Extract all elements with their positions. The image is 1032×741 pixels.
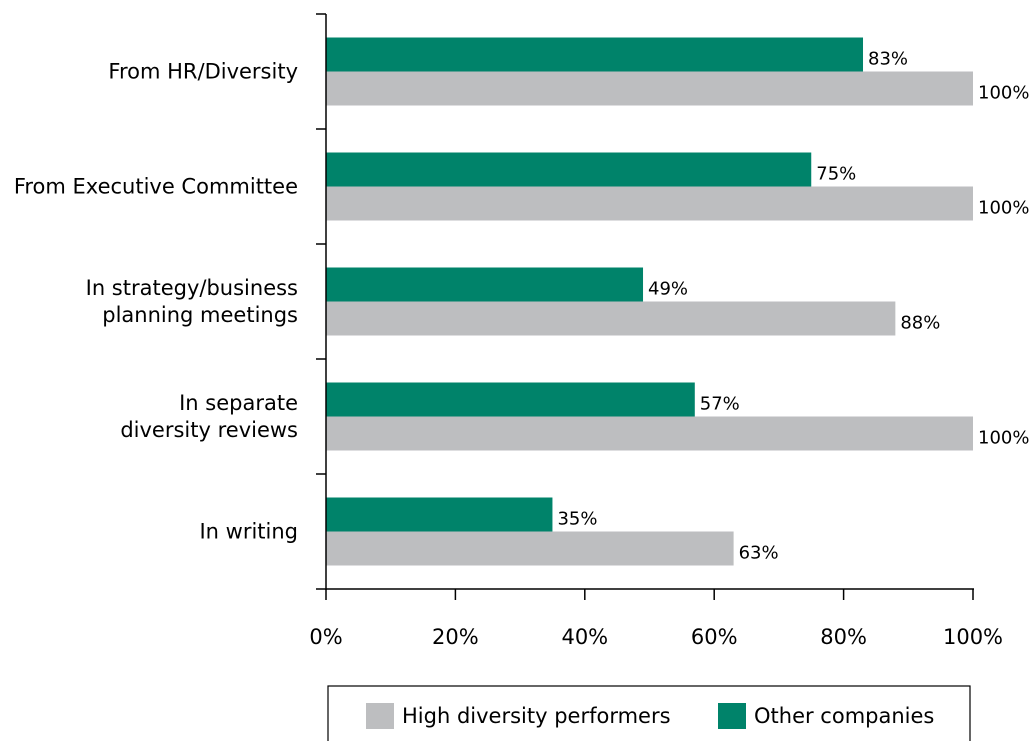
legend-swatch-high-diversity — [366, 703, 394, 729]
x-tick-label: 100% — [943, 625, 1003, 649]
bar-high-diversity-2 — [326, 301, 896, 336]
data-labels: 83% 100% 75% 100% 49% 88% 57% 100% 35% 63% — [557, 49, 1029, 564]
bar-high-diversity-0 — [326, 71, 973, 106]
category-label: In writing — [199, 520, 298, 544]
bar-high-diversity-1 — [326, 186, 973, 221]
data-label: 49% — [648, 279, 688, 300]
bar-other-companies-0 — [326, 37, 864, 72]
x-tick-label: 80% — [820, 625, 867, 649]
legend-label-other-companies: Other companies — [754, 704, 934, 728]
category-label-line: In writing — [199, 520, 298, 544]
category-label-line: From HR/Diversity — [108, 60, 298, 84]
category-label-line: In strategy/business — [86, 276, 298, 300]
legend-label-high-diversity: High diversity performers — [402, 704, 671, 728]
data-label: 63% — [739, 543, 779, 564]
data-label: 100% — [978, 83, 1029, 104]
category-label-line: planning meetings — [102, 303, 298, 327]
x-tick-label: 60% — [691, 625, 738, 649]
category-label-line: In separate — [179, 391, 298, 415]
legend-box — [327, 685, 971, 741]
legend: High diversity performers Other companie… — [327, 685, 971, 741]
bar-high-diversity-3 — [326, 416, 973, 451]
category-label: In strategy/business planning meetings — [86, 276, 298, 327]
data-label: 83% — [868, 49, 908, 70]
bar-other-companies-3 — [326, 382, 695, 417]
legend-swatch-other-companies — [718, 703, 746, 729]
data-label: 57% — [700, 394, 740, 415]
category-labels: From HR/Diversity From Executive Committe… — [14, 60, 298, 544]
axes-layer: 0% 20% 40% 60% 80% 100% — [309, 13, 1003, 649]
bar-high-diversity-4 — [326, 531, 734, 566]
category-label: From HR/Diversity — [108, 60, 298, 84]
bar-other-companies-2 — [326, 267, 644, 302]
x-tick-label: 0% — [309, 625, 342, 649]
bar-other-companies-1 — [326, 152, 812, 187]
data-label: 100% — [978, 198, 1029, 219]
x-tick-label: 20% — [432, 625, 479, 649]
category-label-line: diversity reviews — [120, 418, 298, 442]
x-tick-label: 40% — [561, 625, 608, 649]
category-label-line: From Executive Committee — [14, 175, 298, 199]
data-label: 100% — [978, 428, 1029, 449]
category-label: From Executive Committee — [14, 175, 298, 199]
bar-other-companies-4 — [326, 497, 553, 532]
bars-layer — [326, 37, 973, 566]
category-label: In separate diversity reviews — [120, 391, 298, 442]
data-label: 75% — [816, 164, 856, 185]
data-label: 35% — [557, 509, 597, 530]
data-label: 88% — [900, 313, 940, 334]
